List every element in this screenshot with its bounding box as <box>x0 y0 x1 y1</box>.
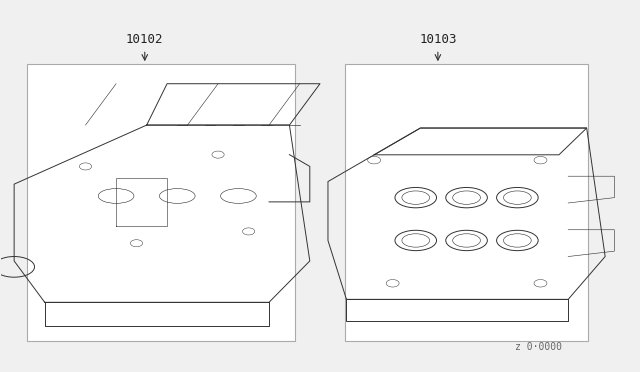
Text: 10102: 10102 <box>126 33 163 46</box>
FancyBboxPatch shape <box>27 64 294 341</box>
FancyBboxPatch shape <box>346 64 588 341</box>
Text: 10103: 10103 <box>419 33 456 46</box>
Text: z 0·0000: z 0·0000 <box>515 342 562 352</box>
